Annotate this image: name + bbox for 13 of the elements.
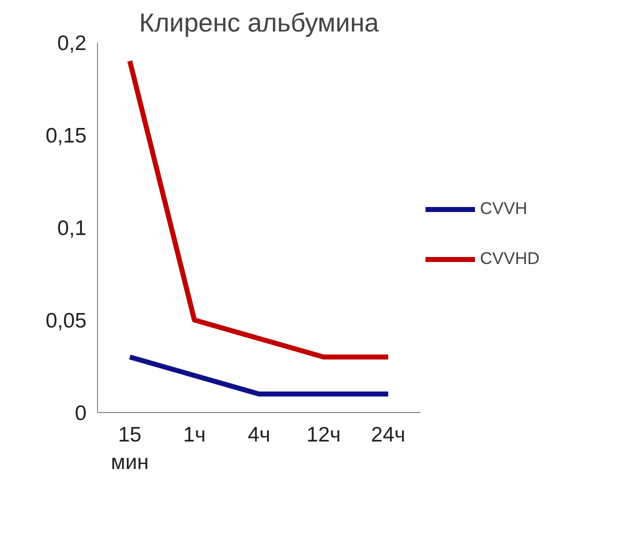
x-tick-label: 1ч xyxy=(183,424,206,446)
y-tick-label: 0 xyxy=(74,402,87,425)
x-tick-label: 15 мин xyxy=(110,424,149,474)
chart-title: Клиренс альбумина xyxy=(139,8,380,38)
x-tick-label: 12ч xyxy=(306,424,341,446)
y-tick-label: 0,05 xyxy=(46,310,87,332)
y-tick-label: 0,2 xyxy=(57,32,87,55)
legend-label: CVVH xyxy=(480,198,528,218)
y-tick-label: 0,15 xyxy=(46,124,87,148)
y-tick-label: 0,1 xyxy=(57,217,87,240)
x-tick-label: 24ч xyxy=(371,424,406,446)
legend-label: CVVHD xyxy=(480,248,540,268)
x-tick-label: 4ч xyxy=(248,424,270,446)
